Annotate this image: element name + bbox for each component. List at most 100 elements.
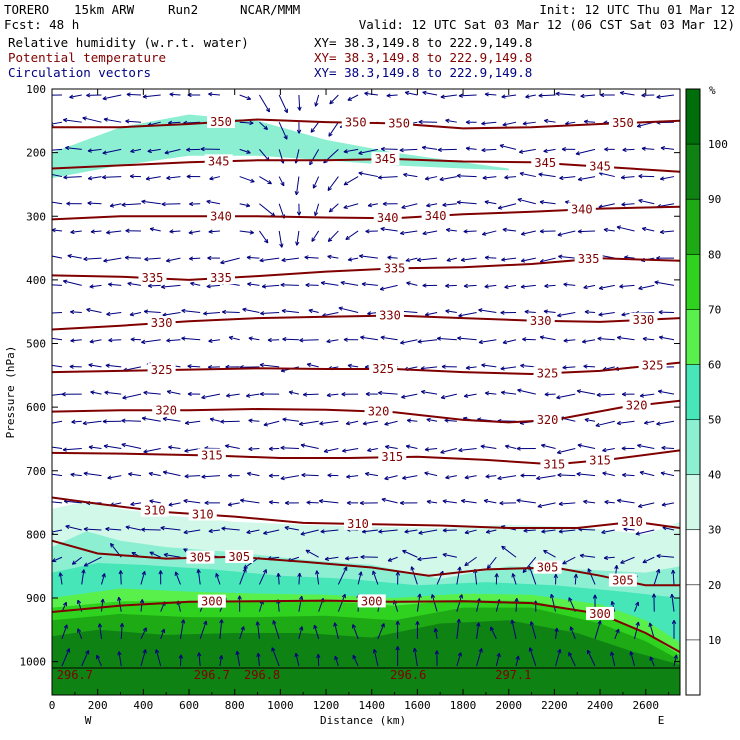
vector-arrow — [86, 307, 102, 314]
vector-arrow — [555, 91, 576, 97]
vector-arrow — [520, 257, 536, 263]
vector-arrow — [343, 176, 359, 186]
vector-arrow — [148, 471, 161, 477]
isentrope-label: 310 — [347, 517, 369, 531]
plot-frame — [51, 88, 681, 696]
vector-arrow — [539, 335, 556, 341]
vector-arrow — [295, 230, 300, 246]
vector-arrow — [543, 148, 556, 153]
vector-arrow — [504, 175, 517, 180]
vector-arrow — [671, 619, 677, 639]
isentrope-label: 345 — [375, 152, 397, 166]
vector-arrow — [610, 651, 616, 667]
vector-arrow — [422, 283, 438, 288]
plot-area: 300 300 300 305 305 305 305 310 310 310 310 315 315 3… — [51, 88, 681, 696]
vector-arrow — [81, 569, 86, 585]
isentrope-label: 335 — [142, 271, 164, 285]
vector-arrow — [345, 556, 359, 561]
y-tick-label: 100 — [26, 83, 46, 96]
vector-arrow — [587, 649, 596, 667]
vector-arrow — [124, 255, 141, 260]
x-tick-label: 400 — [133, 699, 153, 712]
isentrope-label: 335 — [210, 271, 232, 285]
vector-arrow — [62, 279, 82, 286]
vector-arrow — [536, 475, 556, 481]
vector-arrow — [305, 282, 319, 288]
vector-arrow — [261, 284, 280, 289]
vector-arrow — [69, 94, 82, 99]
vector-arrow — [400, 230, 418, 236]
vector-arrow — [485, 529, 497, 534]
vector-arrow — [117, 651, 122, 667]
vector-arrow — [346, 500, 359, 506]
vector-arrow — [660, 146, 675, 151]
vector-arrow — [518, 148, 536, 154]
vector-arrow — [189, 256, 201, 261]
vector-arrow — [158, 570, 163, 585]
vector-arrow — [540, 443, 556, 449]
isentrope-label-bg — [369, 361, 398, 375]
vector-arrow — [543, 309, 556, 314]
isentrope-label: 330 — [379, 309, 401, 323]
vector-arrow — [140, 627, 147, 640]
vector-arrow — [181, 336, 201, 341]
vector-arrow — [485, 474, 497, 479]
x-tick-label: 1400 — [358, 699, 385, 712]
isentrope-label: 350 — [388, 117, 410, 131]
vector-arrow — [228, 473, 240, 478]
vector-arrow — [497, 203, 517, 210]
y-tick-label: 700 — [26, 465, 46, 478]
vector-arrow — [387, 255, 398, 260]
vector-arrow — [196, 569, 201, 585]
x-tick-label: 2400 — [587, 699, 614, 712]
vector-arrow — [239, 120, 254, 126]
vector-arrow — [516, 498, 536, 504]
vector-arrow — [109, 203, 122, 208]
vector-arrow — [465, 146, 477, 151]
vector-arrow — [597, 336, 615, 341]
vector-arrow — [621, 446, 635, 451]
vector-arrow — [372, 570, 379, 585]
field-name-vectors: Circulation vectors — [8, 65, 151, 80]
vector-arrow — [446, 227, 457, 233]
vector-arrow — [280, 282, 299, 288]
vector-arrow — [558, 254, 576, 259]
vector-arrow — [144, 256, 161, 262]
isentrope-label-bg — [344, 516, 373, 530]
colorbar-label: 80 — [708, 248, 721, 261]
vector-arrow — [248, 418, 260, 423]
vector-arrow — [556, 447, 576, 455]
vector-arrow — [102, 94, 122, 101]
vector-arrow — [385, 444, 398, 450]
vector-arrow — [405, 444, 418, 449]
vector-arrow — [52, 364, 63, 368]
vector-arrow — [278, 94, 288, 114]
vector-arrow — [328, 203, 339, 213]
isentrope-label: 325 — [537, 366, 559, 380]
vector-arrow — [422, 90, 438, 96]
vector-arrow — [149, 227, 161, 232]
vector-arrow — [402, 475, 418, 480]
isentrope-label: 310 — [621, 515, 643, 529]
isentrope-label-bg — [186, 550, 215, 564]
vector-arrow — [102, 148, 122, 155]
vector-arrow — [71, 556, 83, 565]
isentrope-label: 330 — [633, 313, 655, 327]
vector-arrow — [281, 257, 299, 263]
vector-arrow — [579, 553, 596, 558]
y-tick-label: 800 — [26, 528, 46, 541]
vector-arrow — [440, 94, 457, 99]
vector-arrow — [209, 176, 221, 181]
vector-arrow — [62, 447, 82, 452]
vector-arrow — [440, 447, 457, 454]
vector-arrow — [418, 119, 438, 125]
isentrope-label-bg — [206, 209, 235, 223]
vector-arrow — [416, 257, 438, 263]
vector-arrow — [478, 308, 497, 314]
vector-arrow — [657, 389, 675, 395]
isentrope-label: 315 — [544, 457, 566, 471]
vector-arrow — [442, 499, 457, 504]
isentrope-label-bg — [567, 202, 596, 216]
vector-arrow — [61, 648, 71, 667]
isentrope-label-bg — [204, 154, 233, 168]
